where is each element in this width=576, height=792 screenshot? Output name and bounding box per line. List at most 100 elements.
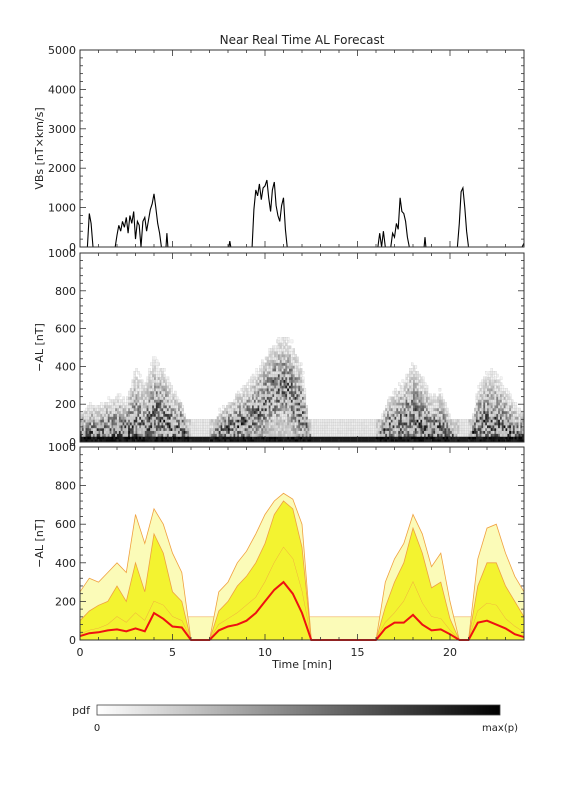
heatmap-cell	[279, 439, 282, 443]
heatmap-cell	[154, 439, 157, 443]
heatmap-cell	[394, 388, 397, 392]
heatmap-cell	[463, 436, 466, 440]
heatmap-cell	[187, 436, 190, 440]
heatmap-cell	[272, 388, 275, 392]
heatmap-cell	[287, 339, 290, 344]
heatmap-cell	[407, 433, 410, 437]
heatmap-cell	[113, 430, 116, 434]
heatmap-cell	[414, 436, 417, 440]
heatmap-cell	[135, 433, 138, 437]
heatmap-cell	[392, 416, 395, 420]
heatmap-cell	[277, 439, 281, 443]
heatmap-cell	[409, 436, 412, 440]
heatmap-cell	[102, 439, 105, 443]
heatmap-cell	[316, 439, 319, 443]
heatmap-cell	[424, 410, 427, 414]
heatmap-cell	[131, 439, 134, 443]
heatmap-cell	[433, 408, 436, 412]
heatmap-cell	[472, 425, 475, 429]
heatmap-cell	[399, 385, 403, 389]
heatmap-cell	[520, 430, 523, 434]
heatmap-cell	[363, 439, 366, 443]
heatmap-cell	[120, 427, 123, 431]
heatmap-cell	[165, 391, 168, 395]
heatmap-cell	[507, 390, 510, 395]
heatmap-cell	[424, 416, 427, 420]
heatmap-cell	[298, 427, 301, 431]
heatmap-cell	[228, 422, 231, 426]
heatmap-cell	[403, 433, 406, 437]
heatmap-cell	[433, 393, 436, 398]
heatmap-cell	[133, 408, 136, 412]
heatmap-cell	[203, 439, 207, 443]
heatmap-cell	[416, 430, 419, 434]
heatmap-cell	[487, 399, 490, 403]
heatmap-cell	[518, 436, 521, 440]
heatmap-cell	[159, 408, 162, 412]
heatmap-cell	[100, 422, 103, 426]
heatmap-cell	[285, 402, 288, 406]
heatmap-cell	[244, 439, 247, 443]
heatmap-cell	[244, 436, 247, 440]
heatmap-cell	[141, 382, 144, 386]
heatmap-cell	[120, 433, 123, 437]
heatmap-cell	[272, 439, 275, 443]
heatmap-cell	[166, 416, 170, 420]
heatmap-cell	[496, 413, 499, 417]
heatmap-cell	[492, 408, 495, 412]
heatmap-cell	[222, 424, 225, 429]
heatmap-cell	[105, 410, 109, 414]
heatmap-cell	[292, 348, 295, 352]
heatmap-cell	[407, 388, 410, 392]
heatmap-cell	[303, 388, 307, 392]
heatmap-cell	[490, 388, 493, 392]
heatmap-cell	[272, 359, 275, 363]
heatmap-cell	[442, 419, 445, 423]
heatmap-cell	[505, 439, 508, 443]
heatmap-cell	[224, 433, 227, 437]
heatmap-cell	[213, 439, 216, 443]
heatmap-cell	[111, 425, 114, 429]
heatmap-cell	[261, 422, 264, 426]
heatmap-cell	[440, 427, 443, 431]
heatmap-cell	[411, 405, 414, 409]
heatmap-cell	[244, 430, 247, 434]
heatmap-cell	[431, 422, 434, 426]
heatmap-cell	[290, 439, 294, 443]
heatmap-cell	[298, 365, 301, 369]
heatmap-cell	[303, 390, 307, 395]
heatmap-cell	[215, 439, 218, 443]
heatmap-cell	[413, 413, 416, 417]
heatmap-cell	[279, 379, 282, 383]
heatmap-cell	[244, 422, 247, 426]
heatmap-cell	[387, 427, 390, 431]
heatmap-cell	[281, 385, 284, 389]
heatmap-cell	[424, 433, 427, 437]
heatmap-cell	[168, 413, 171, 417]
heatmap-cell	[303, 396, 307, 400]
heatmap-cell	[163, 410, 166, 414]
heatmap-cell	[226, 436, 229, 440]
heatmap-cell	[283, 374, 286, 378]
heatmap-cell	[400, 427, 403, 431]
heatmap-cell	[383, 430, 386, 434]
heatmap-cell	[490, 410, 493, 414]
heatmap-cell	[222, 436, 225, 440]
plot-frame	[79, 49, 525, 248]
heatmap-cell	[135, 390, 138, 395]
heatmap-cell	[113, 427, 116, 431]
heatmap-cell	[464, 439, 467, 443]
heatmap-cell	[154, 422, 157, 426]
heatmap-cell	[300, 399, 303, 403]
heatmap-cell	[285, 362, 288, 366]
heatmap-cell	[377, 430, 381, 434]
heatmap-cell	[477, 439, 480, 443]
heatmap-cell	[279, 382, 282, 386]
lower-band	[80, 547, 524, 640]
heatmap-cell	[157, 410, 160, 414]
heatmap-cell	[87, 439, 90, 443]
heatmap-cell	[294, 391, 297, 395]
heatmap-cell	[296, 408, 299, 412]
heatmap-cell	[150, 422, 153, 426]
heatmap-cell	[287, 337, 290, 341]
